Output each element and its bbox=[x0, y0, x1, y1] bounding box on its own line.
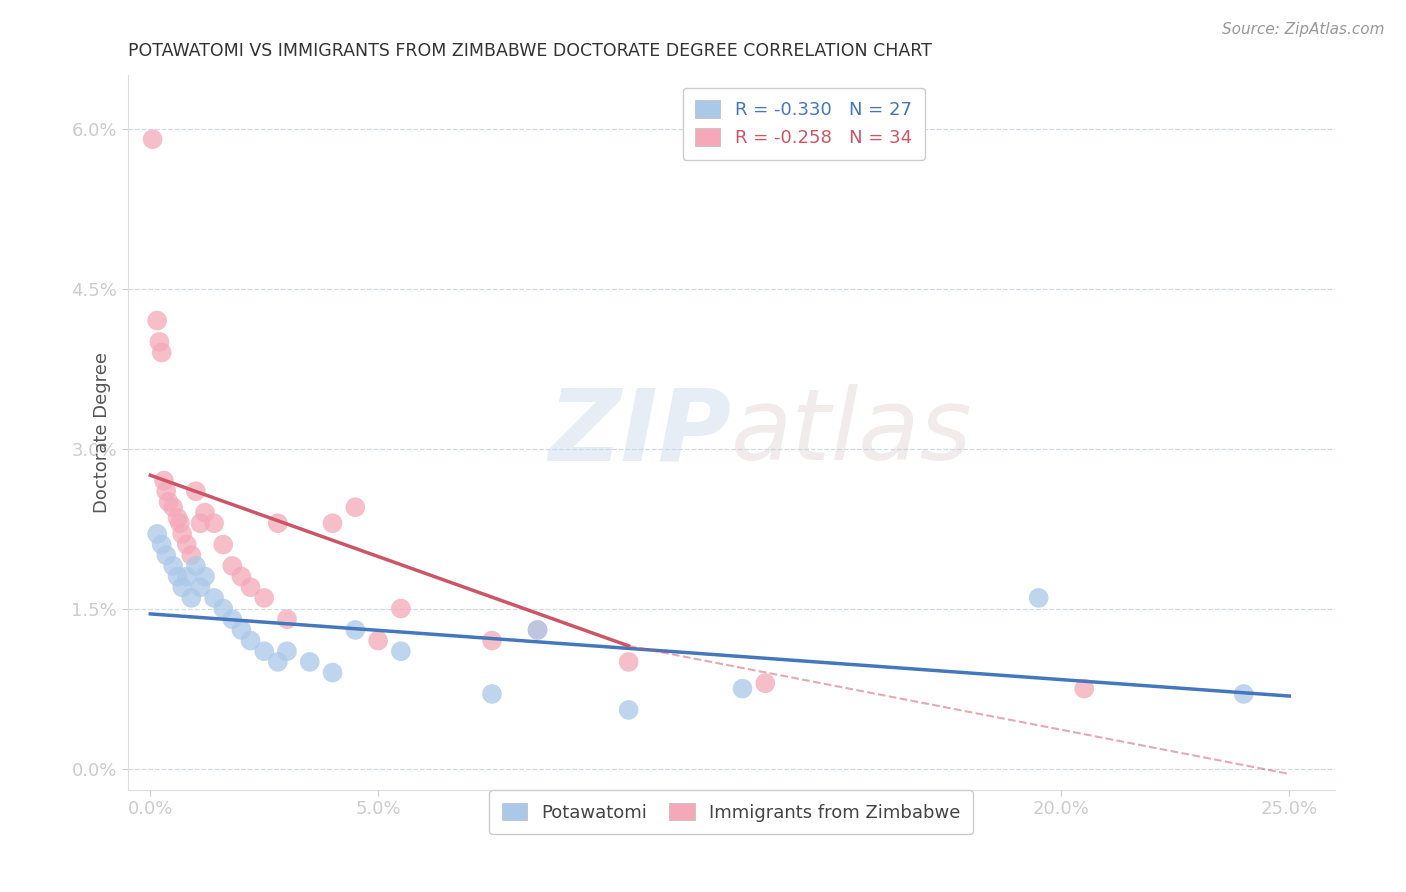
Point bbox=[526, 623, 548, 637]
Point bbox=[344, 623, 367, 637]
Point bbox=[231, 569, 253, 583]
Point bbox=[617, 703, 640, 717]
Point bbox=[190, 516, 212, 531]
Point bbox=[298, 655, 321, 669]
Point bbox=[146, 313, 169, 327]
Point bbox=[322, 516, 344, 531]
Point bbox=[150, 538, 173, 552]
Point bbox=[190, 580, 212, 594]
Legend: Potawatomi, Immigrants from Zimbabwe: Potawatomi, Immigrants from Zimbabwe bbox=[489, 790, 973, 835]
Point bbox=[194, 569, 217, 583]
Point bbox=[172, 580, 194, 594]
Point bbox=[180, 548, 202, 562]
Point bbox=[367, 633, 389, 648]
Point bbox=[162, 500, 184, 515]
Point bbox=[184, 484, 207, 499]
Point bbox=[276, 644, 298, 658]
Point bbox=[239, 633, 262, 648]
Point bbox=[176, 538, 198, 552]
Point bbox=[166, 569, 188, 583]
Text: ZIP: ZIP bbox=[548, 384, 731, 481]
Point bbox=[142, 132, 165, 146]
Point bbox=[1233, 687, 1256, 701]
Y-axis label: Doctorate Degree: Doctorate Degree bbox=[93, 352, 111, 513]
Point bbox=[184, 558, 207, 573]
Point bbox=[153, 474, 176, 488]
Point bbox=[231, 623, 253, 637]
Point bbox=[202, 591, 225, 605]
Point bbox=[176, 569, 198, 583]
Point bbox=[155, 484, 177, 499]
Point bbox=[146, 527, 169, 541]
Text: POTAWATOMI VS IMMIGRANTS FROM ZIMBABWE DOCTORATE DEGREE CORRELATION CHART: POTAWATOMI VS IMMIGRANTS FROM ZIMBABWE D… bbox=[128, 42, 931, 60]
Point bbox=[276, 612, 298, 626]
Point bbox=[166, 511, 188, 525]
Point bbox=[172, 527, 194, 541]
Point bbox=[267, 516, 290, 531]
Point bbox=[253, 591, 276, 605]
Point bbox=[389, 601, 412, 615]
Point bbox=[212, 601, 235, 615]
Point bbox=[221, 612, 243, 626]
Point bbox=[481, 687, 503, 701]
Point bbox=[1028, 591, 1050, 605]
Point bbox=[155, 548, 177, 562]
Point bbox=[202, 516, 225, 531]
Point bbox=[389, 644, 412, 658]
Text: Source: ZipAtlas.com: Source: ZipAtlas.com bbox=[1222, 22, 1385, 37]
Point bbox=[344, 500, 367, 515]
Point bbox=[194, 506, 217, 520]
Point bbox=[150, 345, 173, 359]
Point bbox=[526, 623, 548, 637]
Point bbox=[148, 334, 170, 349]
Point bbox=[239, 580, 262, 594]
Point bbox=[617, 655, 640, 669]
Point bbox=[731, 681, 754, 696]
Point bbox=[180, 591, 202, 605]
Text: atlas: atlas bbox=[731, 384, 973, 481]
Point bbox=[267, 655, 290, 669]
Point bbox=[481, 633, 503, 648]
Point bbox=[212, 538, 235, 552]
Point bbox=[322, 665, 344, 680]
Point bbox=[754, 676, 776, 690]
Point bbox=[221, 558, 243, 573]
Point bbox=[157, 495, 180, 509]
Point bbox=[169, 516, 191, 531]
Point bbox=[253, 644, 276, 658]
Point bbox=[1073, 681, 1095, 696]
Point bbox=[162, 558, 184, 573]
